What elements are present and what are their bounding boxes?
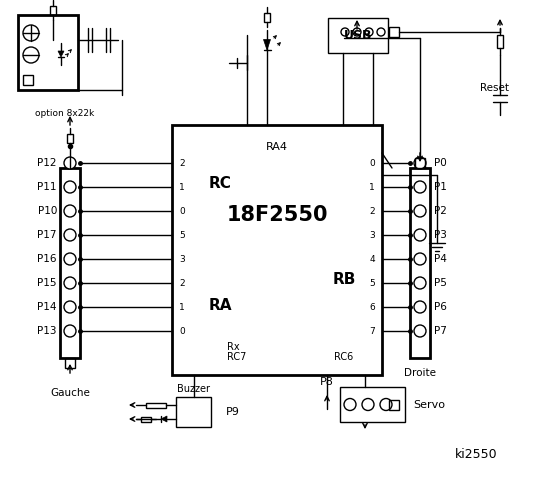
Circle shape — [414, 205, 426, 217]
Circle shape — [414, 181, 426, 193]
Polygon shape — [161, 416, 167, 422]
Text: Rx: Rx — [227, 342, 239, 352]
Bar — [141, 417, 151, 421]
Text: P1: P1 — [434, 182, 447, 192]
Text: option 8x22k: option 8x22k — [35, 108, 95, 118]
Text: 1: 1 — [179, 302, 185, 312]
Text: 1: 1 — [369, 182, 375, 192]
Text: P8: P8 — [320, 377, 334, 387]
Text: RC: RC — [208, 176, 232, 191]
Bar — [410, 168, 430, 358]
Circle shape — [414, 253, 426, 265]
Circle shape — [414, 157, 426, 169]
Text: P11: P11 — [38, 182, 57, 192]
Circle shape — [365, 28, 373, 36]
Text: P7: P7 — [434, 326, 447, 336]
Text: Gauche: Gauche — [50, 388, 90, 398]
Text: Droite: Droite — [404, 368, 436, 378]
Text: 18F2550: 18F2550 — [226, 205, 328, 225]
Circle shape — [414, 301, 426, 313]
Text: P3: P3 — [434, 230, 447, 240]
Bar — [176, 397, 211, 427]
Bar — [340, 387, 405, 422]
Text: Buzzer: Buzzer — [178, 384, 211, 394]
Circle shape — [380, 398, 392, 410]
Circle shape — [414, 277, 426, 289]
Bar — [172, 125, 382, 375]
Text: Servo: Servo — [413, 399, 445, 409]
Text: Reset: Reset — [480, 83, 509, 93]
Circle shape — [344, 398, 356, 410]
Text: P6: P6 — [434, 302, 447, 312]
Text: 7: 7 — [369, 326, 375, 336]
Circle shape — [64, 253, 76, 265]
Text: 5: 5 — [179, 230, 185, 240]
Text: 0: 0 — [369, 158, 375, 168]
Polygon shape — [58, 51, 64, 57]
Text: RA: RA — [208, 298, 232, 312]
Bar — [18, 15, 78, 90]
Circle shape — [64, 325, 76, 337]
Text: P14: P14 — [38, 302, 57, 312]
Circle shape — [414, 229, 426, 241]
Text: P0: P0 — [434, 158, 447, 168]
Bar — [50, 5, 56, 14]
Text: 5: 5 — [369, 278, 375, 288]
Text: 6: 6 — [369, 302, 375, 312]
Circle shape — [64, 229, 76, 241]
Circle shape — [64, 301, 76, 313]
Circle shape — [64, 157, 76, 169]
Text: P16: P16 — [38, 254, 57, 264]
Text: RB: RB — [332, 273, 356, 288]
Bar — [146, 403, 166, 408]
Circle shape — [353, 28, 361, 36]
Circle shape — [362, 398, 374, 410]
Polygon shape — [263, 39, 270, 50]
Bar — [389, 27, 399, 37]
Text: USB: USB — [344, 29, 372, 42]
Bar — [497, 36, 503, 48]
Circle shape — [64, 277, 76, 289]
Text: ki2550: ki2550 — [455, 448, 498, 461]
Circle shape — [64, 181, 76, 193]
Circle shape — [414, 325, 426, 337]
Text: P12: P12 — [38, 158, 57, 168]
Text: 4: 4 — [369, 254, 375, 264]
Bar — [328, 18, 388, 53]
Text: 3: 3 — [179, 254, 185, 264]
Text: P2: P2 — [434, 206, 447, 216]
Text: 0: 0 — [179, 206, 185, 216]
Text: P15: P15 — [38, 278, 57, 288]
Text: P5: P5 — [434, 278, 447, 288]
Bar — [264, 12, 270, 22]
Text: 2: 2 — [369, 206, 375, 216]
Text: P10: P10 — [38, 206, 57, 216]
Circle shape — [64, 205, 76, 217]
Text: 2: 2 — [179, 278, 185, 288]
Text: P17: P17 — [38, 230, 57, 240]
Bar — [67, 133, 73, 143]
Text: 2: 2 — [179, 158, 185, 168]
Bar — [389, 399, 399, 409]
Circle shape — [23, 25, 39, 41]
Bar — [23, 75, 33, 85]
Bar — [60, 168, 80, 358]
Bar — [415, 158, 425, 168]
Circle shape — [341, 28, 349, 36]
Text: P4: P4 — [434, 254, 447, 264]
Text: 1: 1 — [179, 182, 185, 192]
Text: P13: P13 — [38, 326, 57, 336]
Circle shape — [377, 28, 385, 36]
Text: RA4: RA4 — [266, 142, 288, 152]
Bar — [65, 358, 75, 368]
Text: RC6: RC6 — [334, 352, 353, 362]
Text: RC7: RC7 — [227, 352, 247, 362]
Text: 3: 3 — [369, 230, 375, 240]
Circle shape — [23, 47, 39, 63]
Text: P9: P9 — [226, 407, 240, 417]
Text: 0: 0 — [179, 326, 185, 336]
